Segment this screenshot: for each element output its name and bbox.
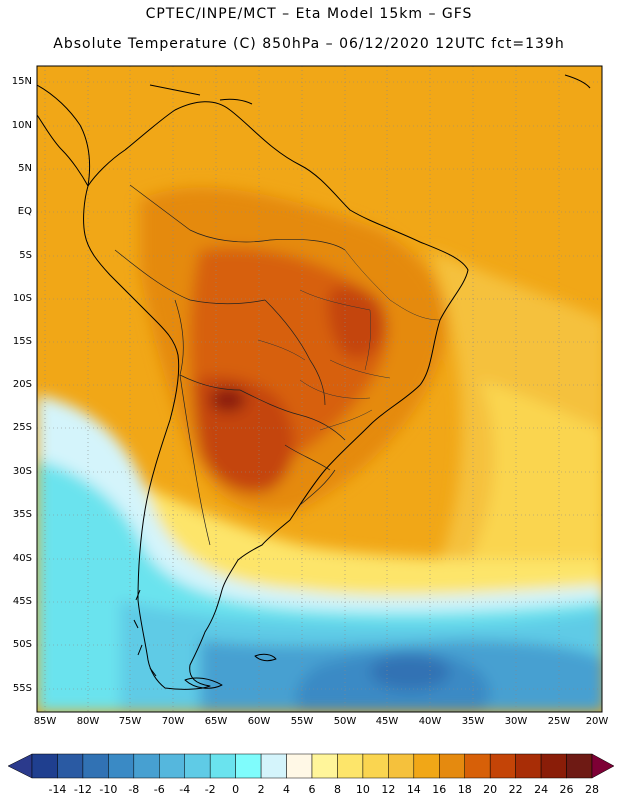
colorbar-swatch [133, 753, 160, 779]
lat-label: 15N [11, 76, 32, 87]
colorbar-swatch [388, 753, 415, 779]
colorbar-swatch [82, 753, 109, 779]
colorbar-high-arrow [591, 753, 615, 779]
lon-label: 55W [290, 716, 314, 727]
colorbar-label: 24 [534, 783, 549, 796]
lat-label: 5N [18, 163, 32, 174]
colorbar-label: 6 [308, 783, 316, 796]
colorbar-swatch [489, 753, 516, 779]
lon-label: 25W [547, 716, 571, 727]
lon-label: 45W [375, 716, 399, 727]
lat-label: EQ [17, 206, 32, 217]
colorbar-swatch [159, 753, 185, 779]
lon-label: 20W [585, 716, 609, 727]
state-borders [257, 249, 441, 431]
map-frame [36, 65, 603, 713]
colorbar-label: -4 [179, 783, 191, 796]
colorbar-label: 4 [283, 783, 291, 796]
lat-label: 20S [12, 379, 32, 390]
lat-label: 25S [12, 422, 32, 433]
lon-label: 70W [161, 716, 185, 727]
colorbar-label: 10 [355, 783, 370, 796]
lon-label: 30W [504, 716, 528, 727]
colorbar-swatch [209, 753, 236, 779]
colorbar-swatch [57, 753, 84, 779]
lat-label: 50S [12, 639, 32, 650]
colorbar-label: 12 [381, 783, 396, 796]
colorbar-label: 26 [559, 783, 574, 796]
lat-label: 30S [12, 466, 32, 477]
colorbar-label: -8 [128, 783, 140, 796]
chile-islands [133, 589, 157, 677]
field-cold-core [370, 654, 450, 690]
south-america-coast [83, 101, 469, 690]
colorbar-swatch [566, 753, 593, 779]
lat-label: 15S [12, 336, 32, 347]
colorbar-swatch [413, 753, 440, 779]
title-line-1: CPTEC/INPE/MCT – Eta Model 15km – GFS [145, 6, 473, 22]
falklands [254, 653, 277, 662]
colorbar-label: 28 [585, 783, 599, 796]
colorbar-swatch [439, 753, 465, 779]
colorbar-label: -10 [99, 783, 118, 796]
colorbar-swatch [286, 753, 313, 779]
colorbar-label: 2 [257, 783, 265, 796]
lon-label: 85W [33, 716, 57, 727]
lat-label: 40S [12, 553, 32, 564]
colorbar-label: -14 [48, 783, 67, 796]
colorbar-label: 18 [457, 783, 472, 796]
colorbar [7, 753, 615, 779]
coastlines [37, 74, 591, 690]
colorbar-swatch [184, 753, 211, 779]
lat-label: 5S [19, 250, 32, 261]
lon-label: 50W [333, 716, 357, 727]
colorbar-low-arrow [7, 753, 33, 779]
lon-label: 60W [247, 716, 271, 727]
lat-label: 10N [11, 120, 32, 131]
lon-label: 40W [418, 716, 442, 727]
colorbar-swatch [31, 753, 58, 779]
colorbar-swatch [515, 753, 542, 779]
lat-label: 10S [12, 293, 32, 304]
colorbar-label: -12 [73, 783, 92, 796]
colorbar-swatch [337, 753, 364, 779]
lon-label: 80W [76, 716, 100, 727]
colorbar-label: 22 [508, 783, 523, 796]
colorbar-swatch [540, 753, 567, 779]
field-hot-spot [210, 388, 246, 412]
colorbar-label: 14 [406, 783, 421, 796]
colorbar-label: -6 [153, 783, 165, 796]
colorbar-label: 8 [333, 783, 341, 796]
colorbar-label: 16 [432, 783, 447, 796]
lat-label: 45S [12, 596, 32, 607]
lon-label: 75W [118, 716, 142, 727]
colorbar-swatch [260, 753, 287, 779]
central-america-coast [37, 84, 91, 187]
title-line-2: Absolute Temperature (C) 850hPa – 06/12/… [53, 36, 565, 52]
colorbar-swatch [362, 753, 389, 779]
colorbar-label: -2 [204, 783, 216, 796]
colorbar-swatch [108, 753, 135, 779]
lon-label: 65W [204, 716, 228, 727]
country-borders [114, 184, 346, 546]
colorbar-swatch [311, 753, 338, 779]
lon-label: 35W [461, 716, 485, 727]
colorbar-label: 0 [232, 783, 240, 796]
lat-label: 35S [12, 509, 32, 520]
lat-label: 55S [12, 683, 32, 694]
caribbean-islands [149, 74, 591, 105]
colorbar-label: 20 [483, 783, 498, 796]
tierra-del-fuego [184, 677, 223, 689]
colorbar-swatch [235, 753, 262, 779]
colorbar-swatch [464, 753, 491, 779]
